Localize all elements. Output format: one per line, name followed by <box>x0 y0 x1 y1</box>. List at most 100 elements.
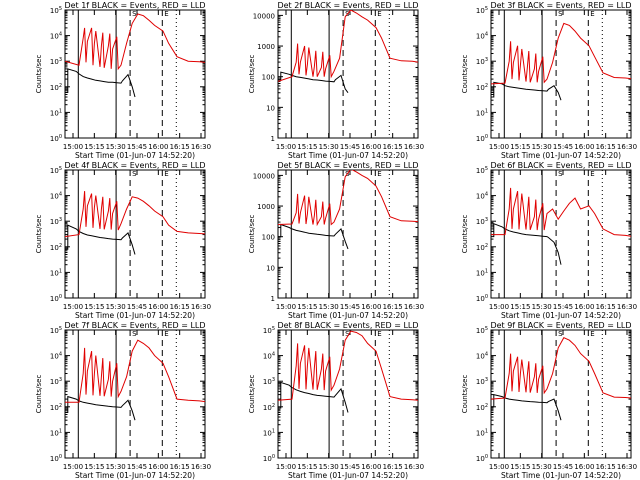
x-tick-label: 16:30 <box>404 463 424 471</box>
y-axis-label: Counts/sec <box>248 55 256 94</box>
y-tick-label: 105 <box>476 6 488 15</box>
panel-det-6: Det 6f BLACK = Events, RED = LLD 100 101 10… <box>461 161 637 320</box>
panel-det-4: Det 4f BLACK = Events, RED = LLD 100 101 10… <box>35 161 211 320</box>
panel-title: Det 4f BLACK = Events, RED = LLD <box>64 161 205 170</box>
x-tick-label: 15:00 <box>63 143 83 151</box>
x-axis-label: Start Time (01-Jun-07 14:52:20) <box>501 311 621 320</box>
x-tick-label: 16:00 <box>574 303 594 311</box>
lld-series-line <box>65 13 205 71</box>
y-tick-label: 105 <box>476 166 488 175</box>
y-axis-label: Counts/sec <box>461 375 469 414</box>
x-tick-label: 15:00 <box>489 463 509 471</box>
y-tick-label: 100 <box>262 74 275 82</box>
x-tick-label: 16:30 <box>404 303 424 311</box>
events-series-line <box>65 68 136 98</box>
y-axis-label: Counts/sec <box>248 375 256 414</box>
y-tick-label: 10 <box>266 264 275 272</box>
x-axis-label: Start Time (01-Jun-07 14:52:20) <box>501 471 621 480</box>
y-tick-label: 103 <box>50 57 62 66</box>
x-tick-label: 15:15 <box>510 303 530 311</box>
panel-title: Det 3f BLACK = Events, RED = LLD <box>490 1 631 10</box>
start-marker-label: S <box>345 330 350 338</box>
end-marker-label: E <box>377 10 381 18</box>
y-axis-label: Counts/sec <box>248 215 256 254</box>
x-tick-label: 15:30 <box>532 463 552 471</box>
events-series-line <box>278 223 349 250</box>
events-series-line <box>491 393 562 421</box>
plot-frame <box>277 9 419 139</box>
panel-det-1: Det 1f BLACK = Events, RED = LLD 100 101 10… <box>35 1 211 160</box>
y-tick-label: 105 <box>263 326 275 335</box>
panel-title: Det 7f BLACK = Events, RED = LLD <box>64 321 205 330</box>
y-tick-label: 10000 <box>253 172 275 180</box>
y-axis-label: Counts/sec <box>461 55 469 94</box>
y-axis-label: Counts/sec <box>35 55 43 94</box>
end-marker-label: E <box>377 170 381 178</box>
y-tick-label: 105 <box>50 326 62 335</box>
y-tick-label: 104 <box>476 352 488 361</box>
x-tick-label: 15:45 <box>340 143 360 151</box>
y-tick-label: 101 <box>50 428 62 437</box>
x-axis-label: Start Time (01-Jun-07 14:52:20) <box>75 151 195 160</box>
x-tick-label: 16:00 <box>148 143 168 151</box>
x-tick-label: 16:15 <box>383 303 403 311</box>
y-axis-label: Counts/sec <box>461 215 469 254</box>
y-tick-label: 1000 <box>257 43 275 51</box>
y-tick-label: 102 <box>50 83 62 92</box>
y-tick-label: 102 <box>50 243 62 252</box>
y-tick-label: 103 <box>263 377 275 386</box>
panel-title: Det 9f BLACK = Events, RED = LLD <box>490 321 631 330</box>
y-tick-label: 105 <box>476 326 488 335</box>
x-tick-label: 15:15 <box>510 143 530 151</box>
y-tick-label: 103 <box>476 57 488 66</box>
y-tick-label: 104 <box>263 352 275 361</box>
plot-frame <box>64 169 206 299</box>
y-tick-label: 100 <box>476 454 488 463</box>
y-tick-label: 102 <box>476 403 488 412</box>
x-tick-label: 15:45 <box>127 143 147 151</box>
x-axis-label: Start Time (01-Jun-07 14:52:20) <box>75 471 195 480</box>
end-marker-label: E <box>377 330 381 338</box>
start-marker-label: S <box>132 10 137 18</box>
panel-det-3: Det 3f BLACK = Events, RED = LLD 100 101 10… <box>461 1 637 160</box>
end-marker-label: E <box>590 170 594 178</box>
y-tick-label: 100 <box>50 454 62 463</box>
x-tick-label: 15:00 <box>63 463 83 471</box>
x-tick-label: 15:15 <box>84 303 104 311</box>
x-tick-label: 15:15 <box>84 463 104 471</box>
x-tick-label: 15:30 <box>106 143 126 151</box>
y-tick-label: 102 <box>476 83 488 92</box>
y-tick-label: 102 <box>263 403 275 412</box>
x-tick-label: 16:00 <box>361 303 381 311</box>
x-tick-label: 15:30 <box>106 303 126 311</box>
y-tick-label: 1 <box>271 135 275 143</box>
start-marker-label: S <box>558 330 563 338</box>
y-tick-label: 105 <box>50 166 62 175</box>
x-tick-label: 16:30 <box>191 463 211 471</box>
y-tick-label: 103 <box>476 377 488 386</box>
x-tick-label: 16:00 <box>574 463 594 471</box>
y-tick-label: 101 <box>476 108 488 117</box>
start-marker-label: S <box>558 170 563 178</box>
x-tick-label: 15:15 <box>297 463 317 471</box>
y-tick-label: 100 <box>50 294 62 303</box>
events-series-line <box>65 395 136 421</box>
x-tick-label: 16:00 <box>148 463 168 471</box>
panel-title: Det 5f BLACK = Events, RED = LLD <box>277 161 418 170</box>
plot-frame <box>490 329 632 459</box>
x-tick-label: 15:45 <box>340 303 360 311</box>
lld-series-line <box>491 337 631 400</box>
x-tick-label: 15:00 <box>276 463 296 471</box>
x-axis-label: Start Time (01-Jun-07 14:52:20) <box>75 311 195 320</box>
lld-series-line <box>491 22 631 85</box>
y-tick-label: 100 <box>476 134 488 143</box>
x-tick-label: 15:00 <box>276 303 296 311</box>
lld-series-line <box>65 191 205 238</box>
events-series-line <box>491 222 562 265</box>
end-marker-label: E <box>590 330 594 338</box>
y-tick-label: 104 <box>476 192 488 201</box>
plot-frame <box>277 329 419 459</box>
plot-frame <box>277 169 419 299</box>
plot-frame <box>64 329 206 459</box>
start-marker-label: S <box>132 170 137 178</box>
